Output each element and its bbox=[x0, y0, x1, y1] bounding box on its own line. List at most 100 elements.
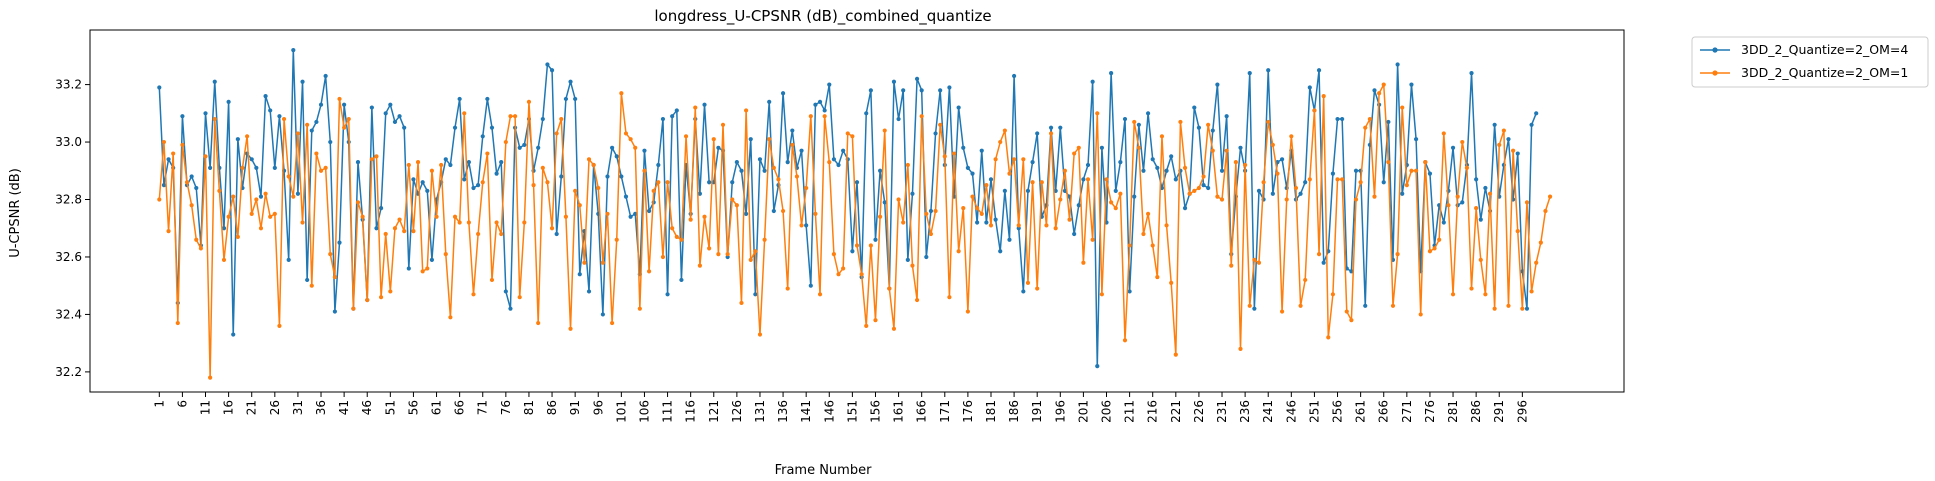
data-point bbox=[605, 174, 610, 179]
data-point bbox=[337, 96, 342, 102]
data-point bbox=[1409, 168, 1414, 173]
data-point bbox=[1035, 131, 1040, 136]
data-point bbox=[1109, 71, 1114, 76]
data-point bbox=[1229, 263, 1234, 268]
data-point bbox=[725, 254, 730, 260]
data-point bbox=[914, 297, 920, 303]
data-point bbox=[573, 188, 578, 193]
data-point bbox=[600, 260, 605, 265]
data-point bbox=[1192, 188, 1197, 193]
data-point bbox=[854, 180, 860, 185]
data-point bbox=[785, 286, 790, 291]
data-point bbox=[1534, 111, 1539, 116]
data-point bbox=[1224, 148, 1229, 153]
data-point bbox=[1506, 137, 1511, 142]
data-point bbox=[425, 266, 430, 271]
data-point bbox=[998, 249, 1003, 254]
data-point bbox=[1169, 154, 1174, 159]
data-point bbox=[499, 160, 504, 165]
data-point bbox=[1303, 180, 1308, 185]
data-point bbox=[813, 102, 818, 107]
data-point bbox=[600, 312, 605, 317]
x-tick-label: 41 bbox=[337, 400, 351, 415]
data-point bbox=[933, 131, 938, 136]
data-point bbox=[420, 269, 425, 274]
data-point bbox=[970, 171, 975, 176]
data-point bbox=[1326, 335, 1331, 340]
data-point bbox=[1450, 292, 1456, 297]
data-point bbox=[471, 185, 476, 191]
data-point bbox=[466, 160, 471, 165]
data-point bbox=[780, 208, 786, 214]
data-point bbox=[970, 194, 975, 199]
data-point bbox=[670, 226, 675, 231]
data-point bbox=[1460, 139, 1465, 145]
data-point bbox=[642, 148, 647, 153]
x-tick-label: 116 bbox=[684, 400, 698, 423]
data-point bbox=[494, 171, 499, 176]
data-point bbox=[1358, 180, 1363, 185]
data-point bbox=[1256, 188, 1262, 193]
data-point bbox=[189, 174, 194, 179]
data-point bbox=[1349, 318, 1354, 323]
data-point bbox=[1109, 200, 1114, 205]
data-point bbox=[1058, 197, 1063, 202]
data-point bbox=[342, 125, 347, 130]
x-tick-label: 66 bbox=[453, 400, 467, 415]
x-tick-label: 101 bbox=[614, 400, 628, 423]
data-point bbox=[697, 263, 703, 268]
y-axis: 32.2 32.4 32.6 32.8 33.0 33.2 bbox=[55, 78, 90, 379]
data-point bbox=[1178, 119, 1183, 125]
data-point bbox=[1058, 125, 1063, 130]
x-tick-label: 241 bbox=[1261, 400, 1275, 423]
data-point bbox=[683, 134, 689, 139]
x-tick-label: 91 bbox=[568, 400, 582, 415]
data-point bbox=[605, 211, 610, 216]
x-tick-label: 161 bbox=[892, 400, 906, 423]
data-point bbox=[1312, 108, 1317, 113]
data-point bbox=[1377, 91, 1382, 96]
data-point bbox=[716, 252, 721, 257]
data-point bbox=[896, 197, 901, 202]
data-point bbox=[559, 116, 564, 122]
data-point bbox=[1132, 119, 1137, 125]
x-tick-label: 226 bbox=[1192, 400, 1206, 423]
data-point bbox=[300, 79, 305, 84]
data-point bbox=[776, 177, 781, 182]
data-point bbox=[189, 203, 194, 208]
data-point bbox=[531, 183, 536, 188]
data-point bbox=[688, 217, 693, 222]
data-point bbox=[799, 148, 804, 153]
data-point bbox=[1506, 303, 1511, 308]
data-point bbox=[512, 114, 518, 119]
data-point bbox=[984, 220, 989, 225]
data-point bbox=[203, 111, 208, 116]
x-tick-label: 11 bbox=[199, 400, 213, 415]
legend-marker-series-2 bbox=[1712, 70, 1718, 76]
data-point bbox=[1016, 226, 1021, 231]
x-tick-label: 201 bbox=[1076, 400, 1090, 423]
data-point bbox=[1413, 137, 1419, 142]
data-point bbox=[378, 206, 384, 211]
data-point bbox=[1515, 229, 1520, 234]
x-tick-label: 221 bbox=[1169, 400, 1183, 423]
data-point bbox=[263, 93, 268, 99]
data-point bbox=[457, 220, 462, 225]
y-axis-title: U-CPSNR (dB) bbox=[8, 168, 23, 258]
data-point bbox=[1307, 177, 1312, 182]
data-point bbox=[1173, 177, 1178, 182]
data-point bbox=[1224, 114, 1229, 119]
data-point bbox=[1136, 145, 1141, 150]
data-point bbox=[508, 306, 513, 311]
x-tick-label: 86 bbox=[545, 400, 559, 415]
data-point bbox=[984, 183, 989, 188]
data-point bbox=[563, 214, 569, 219]
data-point bbox=[402, 229, 407, 234]
data-point bbox=[1353, 168, 1359, 173]
data-point bbox=[730, 197, 735, 202]
data-point bbox=[180, 142, 185, 148]
data-point bbox=[656, 180, 661, 185]
data-point bbox=[1164, 168, 1169, 173]
data-point bbox=[240, 165, 245, 170]
y-tick-label: 33.0 bbox=[55, 135, 82, 149]
